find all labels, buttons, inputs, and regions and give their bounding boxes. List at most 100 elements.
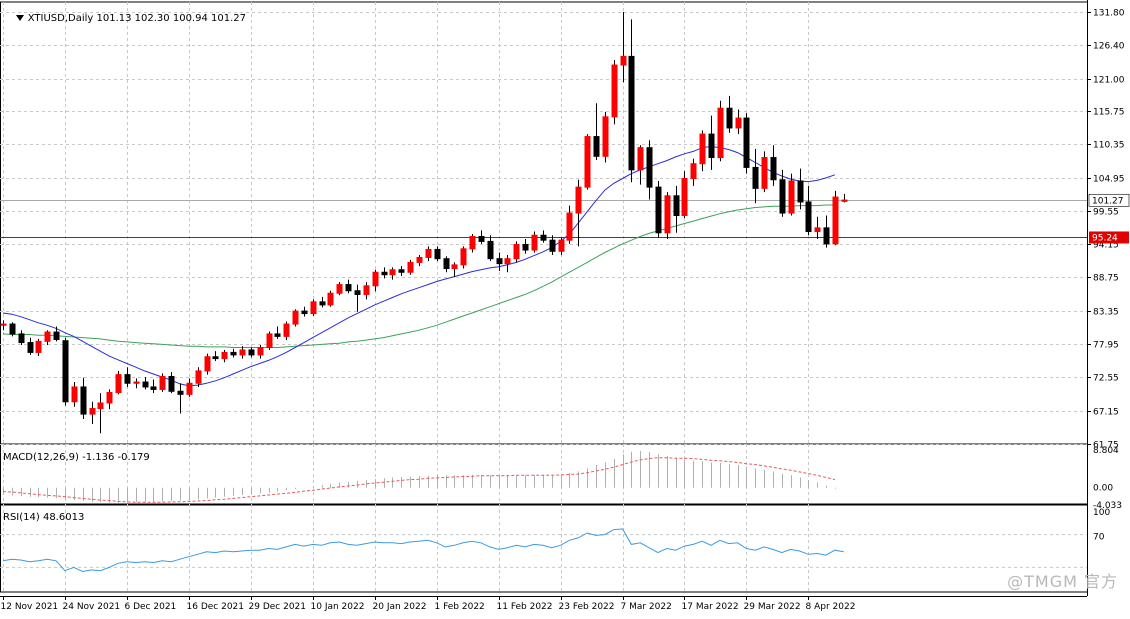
candle-body <box>540 234 547 241</box>
candle-body <box>646 147 653 188</box>
candle-body <box>204 356 211 372</box>
y-tick-label: 126.40 <box>1093 42 1125 52</box>
candle-body <box>239 349 246 356</box>
candle-body <box>717 107 724 159</box>
rsi-title: RSI(14) 48.6013 <box>3 512 85 523</box>
candle-body <box>44 331 51 342</box>
candle-body <box>522 243 529 251</box>
candle-body <box>27 342 34 353</box>
candle-body <box>9 323 16 335</box>
candle-body <box>628 55 635 171</box>
candle-body <box>327 292 334 306</box>
y-tick-label: 83.35 <box>1093 308 1119 318</box>
candle-body <box>496 258 503 265</box>
y-tick-label: 94.15 <box>1093 241 1119 251</box>
candle-body <box>832 196 839 245</box>
y-tick-label: 131.80 <box>1093 9 1125 19</box>
candle-body <box>823 227 830 245</box>
candle-body <box>389 269 396 276</box>
candle-body <box>381 271 388 276</box>
y-tick-label: 104.95 <box>1093 175 1125 185</box>
macd-tick-label: 0.00 <box>1093 484 1113 494</box>
candle-body <box>620 55 627 66</box>
x-tick-label: 17 Mar 2022 <box>682 602 739 612</box>
candle-body <box>655 186 662 234</box>
candle-body <box>89 408 96 415</box>
x-tick-label: 12 Nov 2021 <box>1 602 59 612</box>
x-tick-label: 8 Apr 2022 <box>806 602 856 612</box>
candle-body <box>230 351 237 356</box>
x-tick-label: 20 Jan 2022 <box>373 602 427 612</box>
candle-body <box>584 136 591 188</box>
dropdown-arrow-icon[interactable] <box>15 15 24 21</box>
candle-body <box>336 284 343 294</box>
candle-body <box>814 227 821 233</box>
rsi-tick-label: 70 <box>1093 533 1105 543</box>
candle-body <box>460 248 467 266</box>
candle-body <box>708 133 715 159</box>
candle-body <box>142 381 149 388</box>
candle-body <box>690 163 697 180</box>
candle-body <box>469 235 476 250</box>
candle-body <box>637 147 644 171</box>
x-tick-label: 24 Nov 2021 <box>63 602 121 612</box>
ma-slow-line <box>2 204 835 348</box>
candle-body <box>124 374 131 384</box>
candle-body <box>186 382 193 395</box>
candle-body <box>150 386 157 390</box>
panel-frame <box>0 503 1088 593</box>
x-tick-label: 1 Feb 2022 <box>435 602 485 612</box>
candle-body <box>699 133 706 165</box>
candle-body <box>35 340 42 353</box>
candle-body <box>575 186 582 214</box>
main-title: XTIUSD,Daily 101.13 102.30 100.94 101.27 <box>3 2 246 35</box>
y-tick-label: 77.95 <box>1093 341 1119 351</box>
macd-tick-label: 8.804 <box>1093 446 1119 456</box>
x-tick-label: 11 Feb 2022 <box>497 602 553 612</box>
x-tick-label: 10 Jan 2022 <box>311 602 365 612</box>
candle-body <box>310 301 317 315</box>
candle-body <box>841 199 848 202</box>
candle-body <box>292 310 299 325</box>
candle-body <box>752 166 759 189</box>
current-price-label-frame <box>1088 193 1130 207</box>
candle-body <box>504 258 511 265</box>
candle-body <box>593 136 600 157</box>
y-tick-label: 115.75 <box>1093 108 1125 118</box>
candle-body <box>681 178 688 217</box>
candle-body <box>372 271 379 287</box>
x-tick-label: 6 Dec 2021 <box>125 602 177 612</box>
x-tick-label: 23 Feb 2022 <box>559 602 615 612</box>
candle-body <box>115 374 122 394</box>
candle-body <box>487 240 494 260</box>
x-tick-label: 29 Dec 2021 <box>249 602 307 612</box>
candle-body <box>97 402 104 410</box>
candle-body <box>805 201 812 233</box>
candle-body <box>602 116 609 157</box>
candle-body <box>248 349 255 356</box>
candle-body <box>212 356 219 360</box>
ohlc-readout: 101.13 102.30 100.94 101.27 <box>96 13 247 24</box>
candle-body <box>106 392 113 404</box>
current-price-label: 101.27 <box>1092 196 1124 206</box>
candle-body <box>726 107 733 129</box>
candle-body <box>558 239 565 252</box>
candle-body <box>761 157 768 189</box>
candle-body <box>195 370 202 384</box>
symbol-label: XTIUSD,Daily <box>27 13 94 24</box>
candle-body <box>611 64 618 118</box>
candle-body <box>531 234 538 251</box>
candle-body <box>18 333 25 344</box>
candle-body <box>434 248 441 260</box>
candle-body <box>274 333 281 337</box>
y-tick-label: 61.75 <box>1093 441 1119 451</box>
y-tick-label: 67.15 <box>1093 408 1119 418</box>
current-price-label-bg <box>1089 194 1129 207</box>
candle-body <box>345 284 352 292</box>
level-price-label: 95.24 <box>1092 233 1118 243</box>
candle-body <box>398 269 405 273</box>
candle-body <box>673 195 680 217</box>
candle-body <box>301 310 308 315</box>
